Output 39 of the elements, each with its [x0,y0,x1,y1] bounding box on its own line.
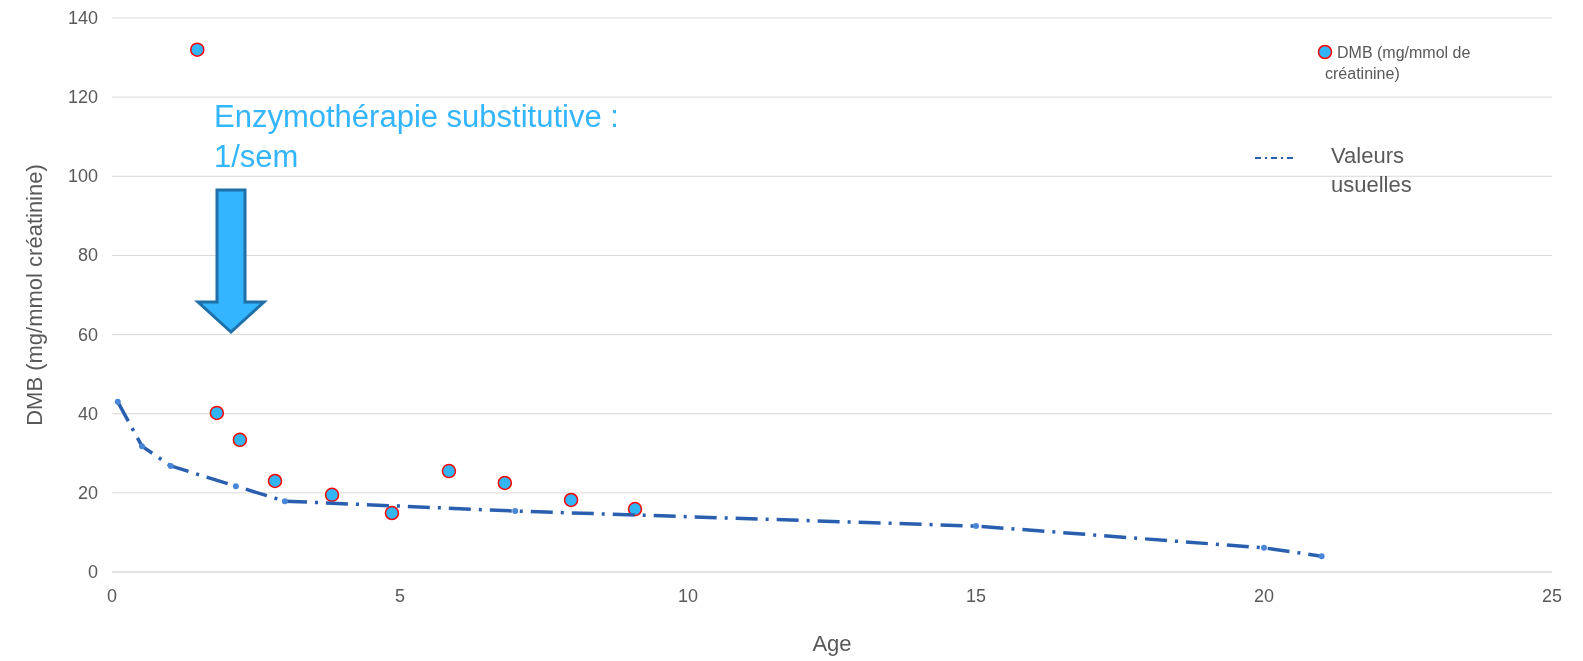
y-tick-label: 0 [87,562,98,582]
x-tick-label: 10 [677,586,699,606]
x-tick-label: 5 [394,586,406,606]
point [497,475,513,491]
point [167,462,174,469]
y-axis-title: DMB (mg/mmol créatinine) [22,164,47,426]
point [512,508,519,515]
point [209,405,225,421]
y-tick-label: 140 [67,8,98,28]
point [563,492,579,508]
x-tick-label: 25 [1541,586,1563,606]
y-tick-label: 100 [67,166,98,187]
point [973,523,979,530]
y-tick-label: 40 [77,403,98,424]
y-tick-label: 120 [67,87,98,108]
point [281,498,288,505]
point [1261,544,1267,551]
legend-label: Valeurs usuelles [1331,143,1412,197]
x-tick-label: 20 [1253,586,1275,606]
point [384,505,400,521]
point [1318,553,1325,560]
x-axis-title: Age [812,631,852,656]
x-tick-label: 0 [106,586,118,606]
point [441,463,457,479]
x-tick-label: 15 [965,586,987,606]
point [627,501,643,517]
point [138,443,145,450]
y-tick-label: 80 [77,245,98,266]
point [232,432,248,448]
point [232,483,239,490]
legend-entry: DMB (mg/mmol de créatinine) [1317,44,1471,82]
y-tick-label: 60 [77,324,98,345]
point [267,473,283,489]
legend-entry: Valeurs usuelles [1254,143,1412,197]
point [190,42,205,57]
point [324,487,340,503]
annotation: Enzymothérapie substitutive : 1/sem [214,99,619,174]
point [114,398,121,405]
y-tick-label: 20 [77,482,98,503]
